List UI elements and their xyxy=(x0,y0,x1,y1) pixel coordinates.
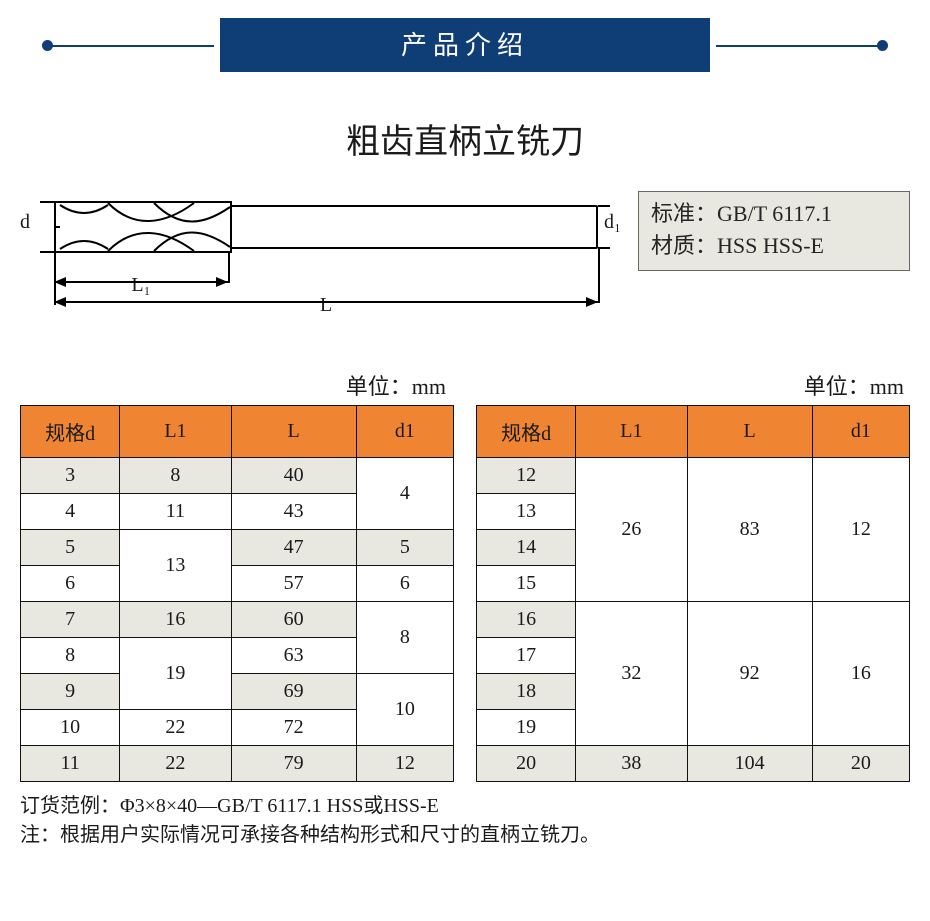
cell-d: 16 xyxy=(477,602,576,638)
cell-L1: 8 xyxy=(120,458,231,494)
diagram-shank xyxy=(230,205,598,249)
cell-d: 13 xyxy=(477,494,576,530)
th-L: L xyxy=(231,406,356,458)
cell-L: 104 xyxy=(687,746,812,782)
table-row: 12 26 83 12 xyxy=(477,458,910,494)
cell-d: 9 xyxy=(21,674,120,710)
diagram-label-d: d xyxy=(20,211,30,234)
cell-L: 79 xyxy=(231,746,356,782)
table-row: 7 16 60 8 xyxy=(21,602,454,638)
units-label-right: 单位：mm xyxy=(478,369,914,401)
cell-L1: 22 xyxy=(120,746,231,782)
cell-L1: 13 xyxy=(120,530,231,602)
cell-d: 6 xyxy=(21,566,120,602)
th-d: 规格d xyxy=(21,406,120,458)
cell-d1: 20 xyxy=(812,746,909,782)
cell-L: 47 xyxy=(231,530,356,566)
diagram-ext xyxy=(228,253,230,283)
cell-L1: 26 xyxy=(576,458,687,602)
cell-d: 15 xyxy=(477,566,576,602)
cell-d1: 6 xyxy=(356,566,453,602)
spec-material-label: 材质： xyxy=(651,233,717,258)
cell-d1: 12 xyxy=(356,746,453,782)
diagram-ext xyxy=(598,249,600,303)
cell-d1: 8 xyxy=(356,602,453,674)
spec-table-2: 规格d L1 L d1 12 26 83 12 13 14 15 16 32 9 xyxy=(476,405,910,782)
cell-d: 10 xyxy=(21,710,120,746)
cell-L: 83 xyxy=(687,458,812,602)
cell-d: 14 xyxy=(477,530,576,566)
spec-standard-label: 标准： xyxy=(651,201,717,226)
cell-d: 19 xyxy=(477,710,576,746)
ribbon-rule-left xyxy=(48,45,214,47)
cell-L1: 32 xyxy=(576,602,687,746)
cell-d1: 4 xyxy=(356,458,453,530)
spec-material-value: HSS HSS-E xyxy=(717,233,824,258)
cell-L: 40 xyxy=(231,458,356,494)
section-ribbon: 产品介绍 xyxy=(20,18,910,74)
diagram-flute-icon xyxy=(54,201,232,253)
cell-d: 3 xyxy=(21,458,120,494)
table-header-row: 规格d L1 L d1 xyxy=(21,406,454,458)
table-header-row: 规格d L1 L d1 xyxy=(477,406,910,458)
cell-d: 8 xyxy=(21,638,120,674)
th-d1: d1 xyxy=(812,406,909,458)
cell-d: 17 xyxy=(477,638,576,674)
cell-L: 60 xyxy=(231,602,356,638)
cell-d: 7 xyxy=(21,602,120,638)
footnote-order-example: 订货范例：Φ3×8×40—GB/T 6117.1 HSS或HSS-E xyxy=(20,792,910,821)
cell-d1: 16 xyxy=(812,602,909,746)
cell-d1: 12 xyxy=(812,458,909,602)
tool-diagram: d d₁ L xyxy=(20,191,614,309)
cell-L1: 11 xyxy=(120,494,231,530)
cell-d: 4 xyxy=(21,494,120,530)
spec-box: 标准：GB/T 6117.1 材质：HSS HSS-E xyxy=(638,191,910,271)
cell-L1: 38 xyxy=(576,746,687,782)
diagram-ext xyxy=(40,201,54,203)
cell-d: 18 xyxy=(477,674,576,710)
footnote-remark: 注：根据用户实际情况可承接各种结构形式和尺寸的直柄立铣刀。 xyxy=(20,821,910,850)
table-row: 16 32 92 16 xyxy=(477,602,910,638)
cell-L1: 22 xyxy=(120,710,231,746)
cell-L: 72 xyxy=(231,710,356,746)
spec-standard-value: GB/T 6117.1 xyxy=(717,201,832,226)
cell-d: 20 xyxy=(477,746,576,782)
table-row: 3 8 40 4 xyxy=(21,458,454,494)
diagram-ext xyxy=(40,251,54,253)
table-row: 11 22 79 12 xyxy=(21,746,454,782)
table-row: 9 69 10 xyxy=(21,674,454,710)
th-L1: L1 xyxy=(576,406,687,458)
footnotes: 订货范例：Φ3×8×40—GB/T 6117.1 HSS或HSS-E 注：根据用… xyxy=(20,792,910,850)
cell-L1: 16 xyxy=(120,602,231,638)
th-d: 规格d xyxy=(477,406,576,458)
cell-d1: 10 xyxy=(356,674,453,746)
cell-d: 12 xyxy=(477,458,576,494)
th-L1: L1 xyxy=(120,406,231,458)
cell-d: 11 xyxy=(21,746,120,782)
th-L: L xyxy=(687,406,812,458)
spec-table-1: 规格d L1 L d1 3 8 40 4 4 11 43 xyxy=(20,405,454,782)
product-title: 粗齿直柄立铣刀 xyxy=(20,114,910,163)
diagram-dim-L: L xyxy=(54,289,598,319)
th-d1: d1 xyxy=(356,406,453,458)
cell-L: 57 xyxy=(231,566,356,602)
cell-L: 92 xyxy=(687,602,812,746)
cell-L1: 19 xyxy=(120,638,231,710)
units-label-left: 单位：mm xyxy=(20,369,456,401)
diagram-ext xyxy=(598,205,610,207)
cell-L: 69 xyxy=(231,674,356,710)
cell-L: 43 xyxy=(231,494,356,530)
cell-d1: 5 xyxy=(356,530,453,566)
ribbon-title: 产品介绍 xyxy=(220,18,710,72)
diagram-label-L: L xyxy=(316,294,336,317)
diagram-label-d1: d₁ xyxy=(604,211,621,234)
cell-d: 5 xyxy=(21,530,120,566)
table-row: 5 13 47 5 xyxy=(21,530,454,566)
cell-L: 63 xyxy=(231,638,356,674)
table-row: 20 38 104 20 xyxy=(477,746,910,782)
table-row: 6 57 6 xyxy=(21,566,454,602)
ribbon-dot-right xyxy=(877,40,888,51)
ribbon-rule-right xyxy=(716,45,882,47)
